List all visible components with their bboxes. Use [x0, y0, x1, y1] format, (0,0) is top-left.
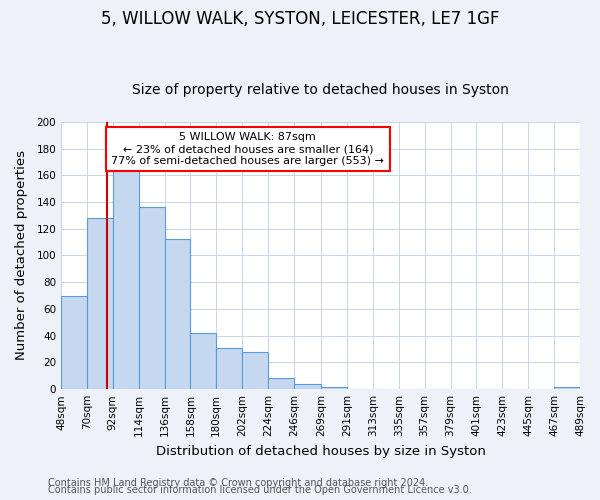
Text: 5 WILLOW WALK: 87sqm
← 23% of detached houses are smaller (164)
77% of semi-deta: 5 WILLOW WALK: 87sqm ← 23% of detached h…	[112, 132, 384, 166]
Bar	[61, 296, 87, 389]
Text: 5, WILLOW WALK, SYSTON, LEICESTER, LE7 1GF: 5, WILLOW WALK, SYSTON, LEICESTER, LE7 1…	[101, 10, 499, 28]
Bar	[554, 386, 580, 389]
X-axis label: Distribution of detached houses by size in Syston: Distribution of detached houses by size …	[155, 444, 485, 458]
Bar	[321, 386, 347, 389]
Bar	[87, 218, 113, 389]
Y-axis label: Number of detached properties: Number of detached properties	[15, 150, 28, 360]
Text: Contains HM Land Registry data © Crown copyright and database right 2024.: Contains HM Land Registry data © Crown c…	[48, 478, 428, 488]
Bar	[217, 348, 242, 389]
Bar	[190, 333, 217, 389]
Title: Size of property relative to detached houses in Syston: Size of property relative to detached ho…	[132, 83, 509, 97]
Bar	[113, 171, 139, 389]
Bar	[164, 240, 190, 389]
Bar	[268, 378, 294, 389]
Text: Contains public sector information licensed under the Open Government Licence v3: Contains public sector information licen…	[48, 485, 472, 495]
Bar	[294, 384, 321, 389]
Bar	[139, 208, 164, 389]
Bar	[242, 352, 268, 389]
